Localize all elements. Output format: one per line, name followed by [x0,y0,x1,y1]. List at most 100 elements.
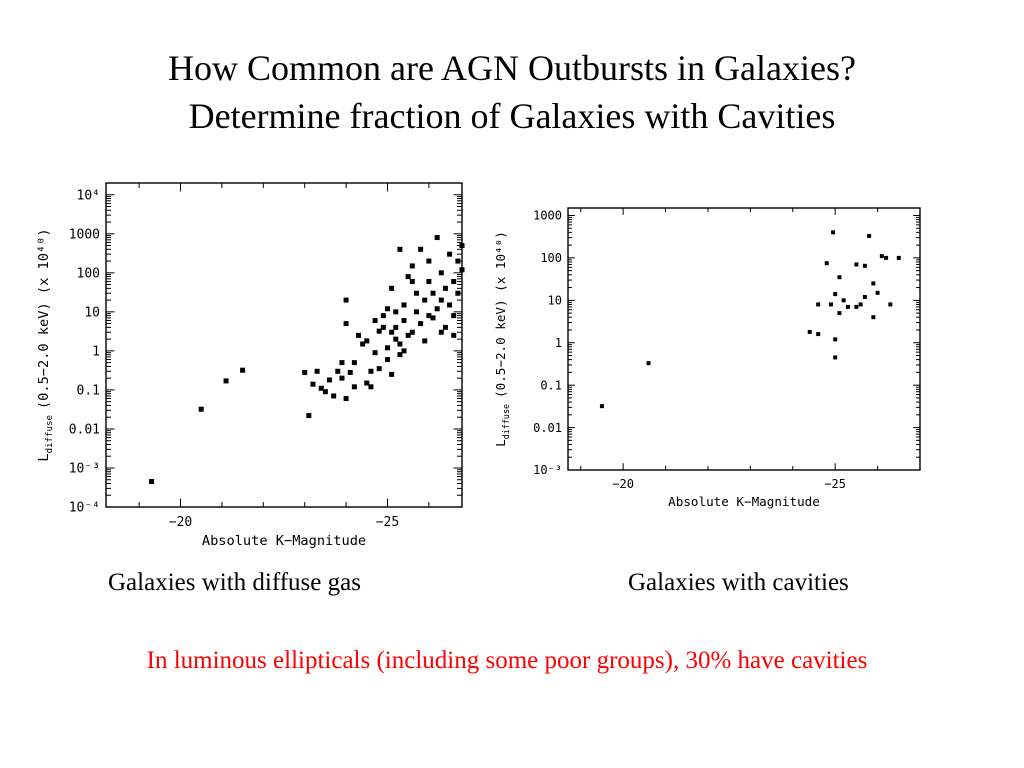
data-point [360,341,366,347]
data-point [455,258,461,264]
y-tick-label: 10⁻³ [69,462,100,477]
data-point [380,324,386,330]
data-point [335,368,341,374]
title-line-1: How Common are AGN Outbursts in Galaxies… [168,48,856,88]
x-tick-label: −25 [824,477,846,491]
data-point [409,329,415,335]
data-point [833,292,838,297]
data-point [862,294,867,299]
data-point [198,406,204,412]
data-point [364,380,370,386]
y-tick-label: 0.01 [69,422,100,437]
data-point [599,404,604,409]
data-point [384,357,390,363]
data-point [879,254,884,259]
data-point [368,368,374,374]
data-point [434,235,440,241]
x-axis-label: Absolute K−Magnitude [202,533,366,549]
data-point [409,263,415,269]
y-tick-label: 1000 [533,209,562,223]
y-tick-label: 10 [84,305,100,320]
data-point [837,311,842,316]
data-point [401,318,407,324]
data-point [646,361,651,366]
data-point [438,329,444,335]
data-point [318,385,324,391]
data-point [451,278,457,284]
y-tick-label: 10⁻³ [533,463,562,477]
x-tick-label: −20 [612,477,634,491]
x-axis-label: Absolute K−Magnitude [668,494,820,509]
data-point [831,230,836,235]
data-point [372,350,378,356]
y-axis-label-symbol: L [493,439,508,447]
data-point [442,324,448,330]
y-axis-label-subscript: diffuse [501,404,511,439]
data-point [389,371,395,377]
y-tick-label: 10 [548,294,562,308]
y-tick-label: 1000 [69,227,100,242]
data-point [389,329,395,335]
x-tick-label: −20 [169,515,192,530]
plot-frame [567,207,921,471]
data-point [807,329,812,334]
data-point [343,396,349,402]
data-point [393,324,399,330]
data-point [862,263,867,268]
data-point [149,479,155,485]
data-point [824,261,829,266]
data-point [438,297,444,303]
data-point [368,384,374,390]
data-point [380,313,386,319]
data-point [327,377,333,383]
data-point [310,381,316,387]
data-point [343,297,349,303]
data-point [393,336,399,342]
caption-diffuse-gas: Galaxies with diffuse gas [108,569,361,596]
data-point [438,270,444,276]
y-tick-label: 1 [555,336,562,350]
data-point [871,281,876,286]
data-point [364,338,370,344]
data-point [397,246,403,252]
y-tick-label: 0.01 [533,421,562,435]
y-tick-label: 10⁻⁴ [69,501,100,516]
data-point [426,278,432,284]
data-point [331,393,337,399]
data-point [413,309,419,315]
data-point [426,313,432,319]
data-point [356,332,362,338]
data-point [314,368,320,374]
data-point [858,302,863,307]
data-point [833,355,838,360]
data-point [459,267,465,273]
y-axis-label: Ldiffuse (0.5−2.0 keV) (x 10⁴⁰) [36,228,55,461]
y-tick-label: 0.1 [77,383,100,398]
y-tick-label: 100 [540,251,562,265]
plot-frame [105,182,463,508]
data-point [405,274,411,280]
data-point [837,275,842,280]
y-axis-label-subscript: diffuse [45,415,55,453]
y-tick-label: 0.1 [540,378,562,392]
data-point [384,345,390,351]
data-point [343,321,349,327]
data-point [426,258,432,264]
cavity-fraction-note: In luminous ellipticals (including some … [146,647,868,674]
data-point [322,389,328,395]
data-point [854,262,859,267]
data-point [306,413,312,419]
data-point [888,302,893,307]
data-point [833,337,838,342]
data-point [828,302,833,307]
data-point [816,302,821,307]
title-line-2: Determine fraction of Galaxies with Cavi… [188,96,836,136]
data-point [393,309,399,315]
data-point [451,332,457,338]
data-point [418,321,424,327]
data-point [401,348,407,354]
data-point [413,290,419,296]
data-point [240,367,246,373]
